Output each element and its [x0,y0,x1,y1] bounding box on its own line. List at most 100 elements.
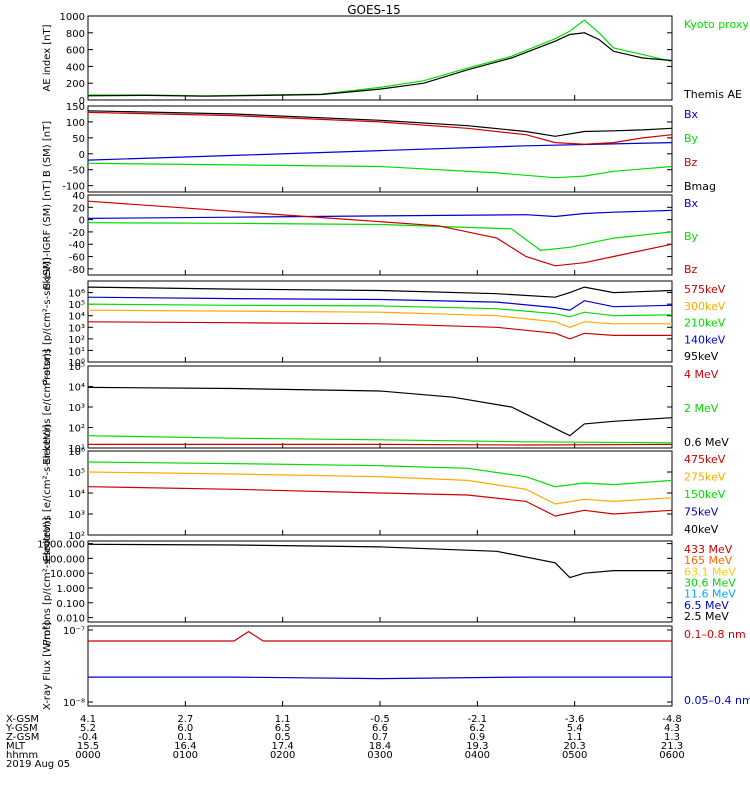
y-tick-label: -20 [69,228,85,239]
series-line-0 [87,486,673,517]
y-tick-label: 10³ [68,510,85,521]
footer-cell: 1.3 [664,732,680,743]
footer-cell: 0100 [173,750,198,761]
legend-entry: 300keV [684,300,726,313]
legend-entry: 150keV [684,488,726,501]
legend-entry: 433 MeV [684,543,733,556]
y-axis-label: AE index [nT] [42,24,53,91]
footer-row-label: Y-GSM [5,723,38,734]
y-tick-label: 10⁴ [68,312,85,323]
series-line-0 [88,19,673,97]
series-line-2 [87,461,673,488]
series-line-0 [87,321,672,340]
footer-cell: 19.3 [466,741,488,752]
footer-cell: 0.1 [177,732,193,743]
legend-entry: Bmag [684,180,716,193]
footer-cell: 16.4 [174,741,196,752]
footer-cell: 1.1 [567,732,583,743]
footer-cell: 17.4 [272,741,294,752]
y-tick-label: 10⁵ [68,362,85,373]
legend-entry: 4 MeV [684,368,719,381]
y-tick-label: 10⁴ [68,383,85,394]
y-axis-label: Electrons [e/(cm²-s-sr)] [42,349,53,465]
footer-row-label: hhmm [6,750,38,761]
series-line-1 [87,222,673,252]
plot-title: GOES-15 [347,3,401,17]
footer-cell: -3.6 [565,714,585,725]
y-tick-label: 100 [66,118,85,129]
y-tick-label: 10.000 [50,569,85,580]
series-line-3 [87,296,673,311]
y-tick-label: 10¹ [68,346,85,357]
series-line-0 [88,443,673,446]
legend-entry: 75keV [684,506,719,519]
footer-cell: -4.8 [662,714,682,725]
y-tick-label: 0.100 [56,599,85,610]
footer-cell: 5.4 [567,723,583,734]
footer-row-label: 2019 Aug 05 [6,759,70,770]
y-tick-label: 0 [79,150,85,161]
legend-entry: Bx [684,108,699,121]
footer-cell: 21.3 [661,741,683,752]
legend-entry: Kyoto proxy AE [684,18,750,31]
series-line-1 [87,471,673,505]
series-line-2 [87,111,673,145]
legend-entry: Bz [684,156,698,169]
y-axis-label: Protons [p/(cm²-s-sr-keV)] [42,517,53,645]
footer-row-label: X-GSM [6,714,39,725]
series-line-1 [87,309,672,328]
legend-entry: 11.6 MeV [684,588,736,601]
legend-entry: 95keV [684,350,719,363]
y-tick-label: -60 [69,253,85,264]
footer-cell: 18.4 [369,741,391,752]
panel-electrons-2: 10² 10³ 10⁴ 10⁵ 10⁶ Electrons [e/(cm²-s-sr-ke… [42,424,726,561]
y-tick-label: 10² [68,531,85,542]
footer-cell: 15.5 [77,741,99,752]
y-tick-label: -80 [69,265,85,276]
panel-protons-2: 0.010 0.100 1.000 10.000 100.000 1000.000Prot… [37,517,736,645]
footer-cell: 1.1 [275,714,291,725]
y-axis-label: B (SM) [nT] [42,121,53,177]
footer-cell: -2.1 [468,714,488,725]
y-tick-label: 10³ [68,403,85,414]
y-tick-label: 10⁶ [68,289,85,300]
legend-entry: Bx [684,197,699,210]
y-axis-label: Protons [p/(cm²-s-sr-keV)] [42,257,53,385]
series-line-1 [88,676,672,680]
footer-cell: -0.5 [370,714,390,725]
y-tick-label: 50 [72,134,85,145]
y-tick-label: -40 [69,240,85,251]
y-tick-label: 400 [66,62,85,73]
panel-b-sm: -100 -50 0 50 100 150 B (SM) [nT] Bx By Bz Bmag [42,102,716,193]
legend-entry: 0.6 MeV [684,436,729,449]
footer-cell: 4.1 [80,714,96,725]
legend-entry: By [684,132,699,145]
panel-frame [87,625,673,707]
y-tick-label: 800 [66,29,85,40]
footer-cell: 0500 [562,750,587,761]
y-tick-label: 1000 [60,12,85,23]
footer-cell: -0.4 [78,732,98,743]
legend-entry: 140keV [684,333,726,346]
footer-cell: 6.0 [177,723,193,734]
series-line-1 [87,32,673,97]
y-tick-label: 10³ [68,323,85,334]
legend-entry: 475keV [684,453,726,466]
y-tick-label: 0 [79,96,85,107]
panel-electrons-1: 10¹ 10² 10³ 10⁴ 10⁵ Electrons [e/(cm²-s-sr)] 4… [42,349,729,465]
y-tick-label: 10⁻⁷ [63,626,85,637]
footer-cell: 20.3 [564,741,586,752]
footer-row-label: MLT [6,741,26,752]
footer-cell: 6.6 [372,723,388,734]
y-tick-label: 10⁴ [68,489,85,500]
legend-entry: 575keV [684,283,726,296]
footer-cell: 0000 [75,750,100,761]
series-line-6 [87,543,672,579]
legend-entry: By [684,230,699,243]
legend-entry: 2.5 MeV [684,610,729,623]
